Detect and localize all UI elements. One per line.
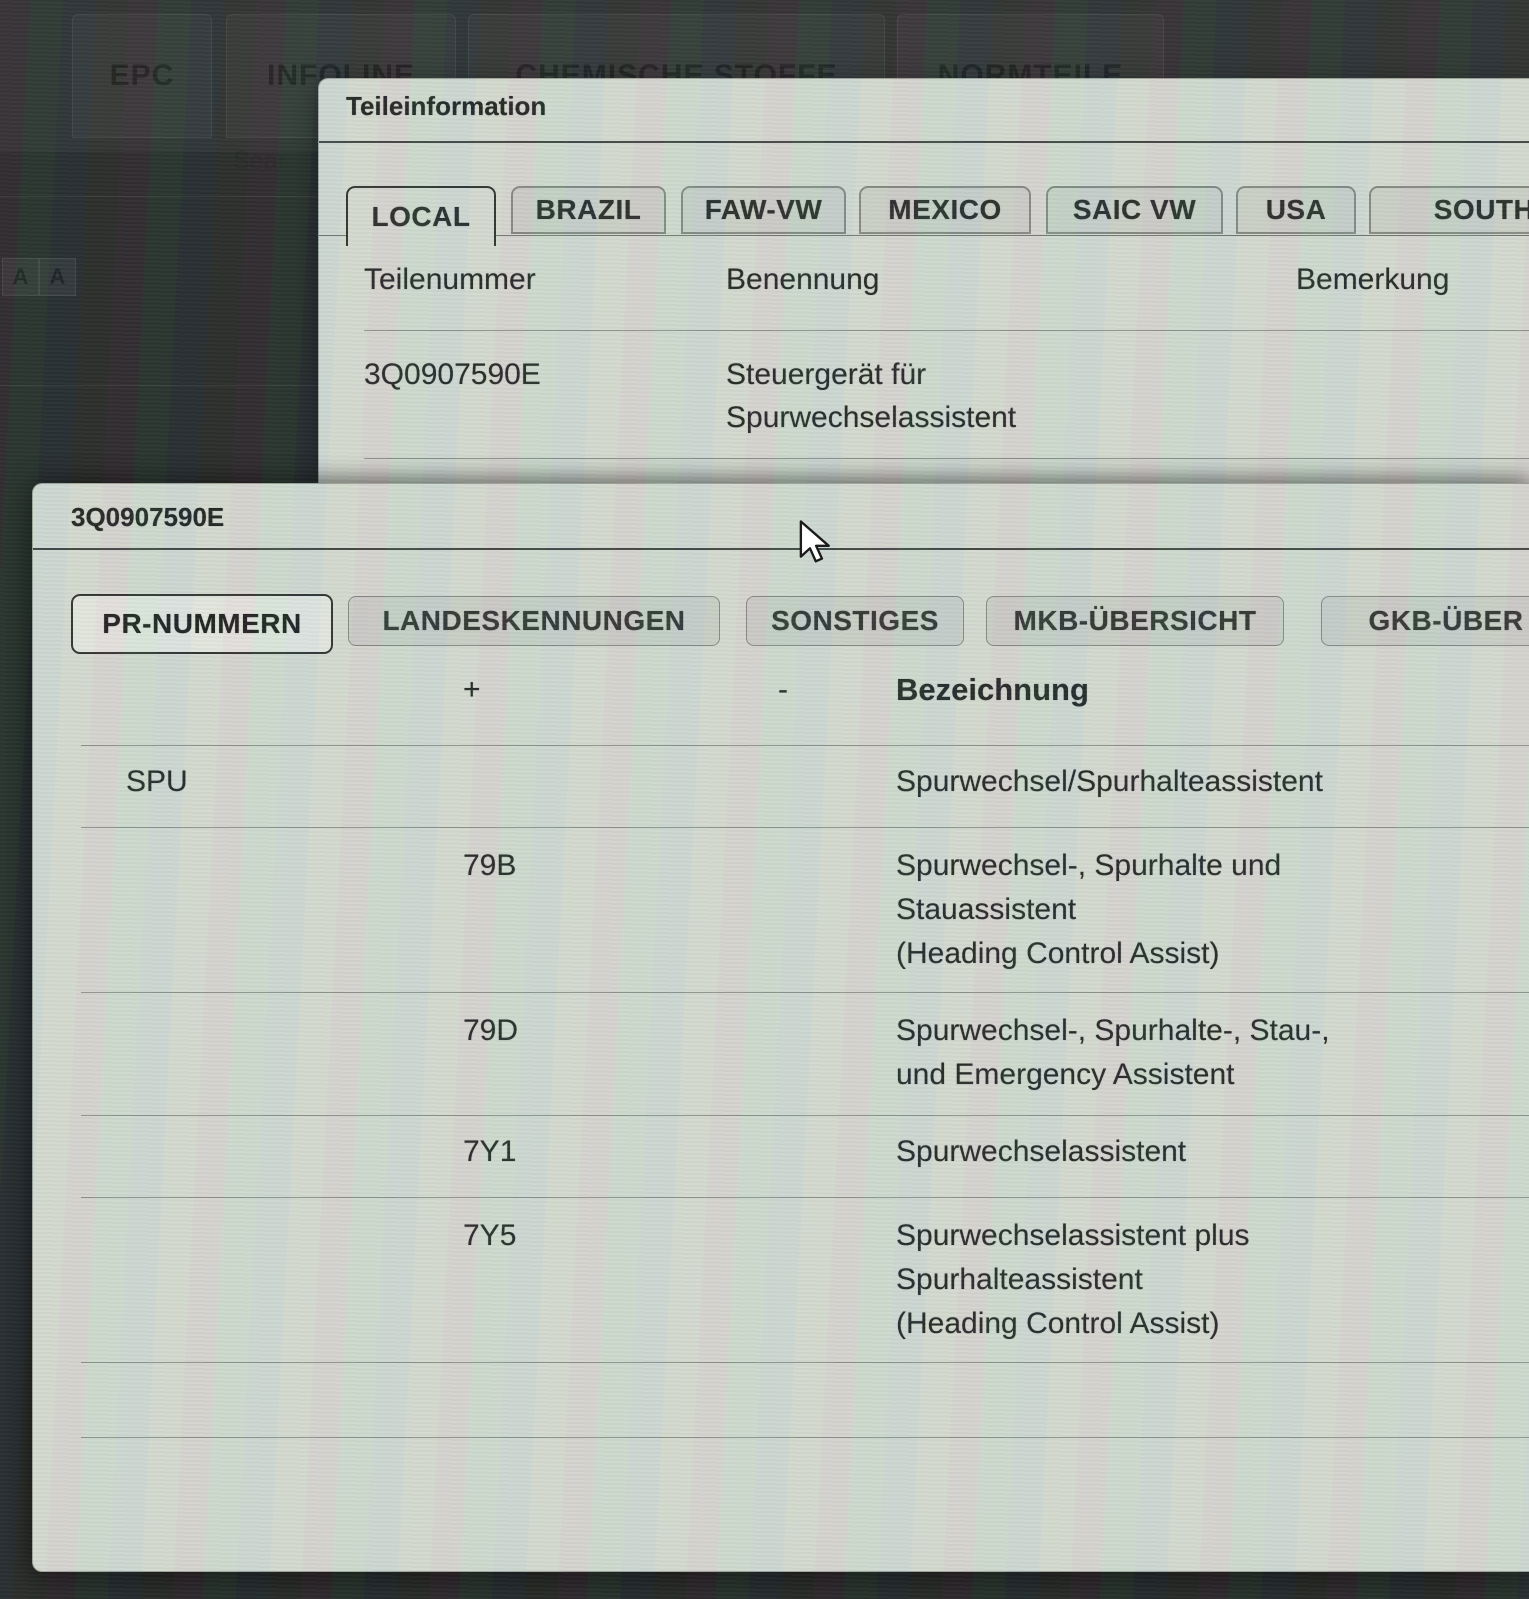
description-cell: Spurwechsel/Spurhalteassistent	[896, 765, 1323, 798]
column-header-teilenummer: Teilenummer	[364, 263, 536, 296]
tab-brazil[interactable]: BRAZIL	[511, 186, 666, 234]
table-row-79d[interactable]: 79D Spurwechsel-, Spurhalte-, Stau-, und…	[81, 993, 1529, 1116]
minus-code-cell	[746, 1009, 896, 1115]
column-header-group	[81, 668, 431, 745]
group-code-cell	[81, 1009, 431, 1115]
minus-code-cell	[746, 1214, 896, 1362]
font-size-button-small[interactable]: A	[2, 258, 39, 296]
tab-saic-vw[interactable]: SAIC VW	[1046, 186, 1223, 234]
background-divider	[0, 196, 318, 197]
minus-code-cell	[746, 760, 896, 827]
plus-code-cell: 79D	[463, 1014, 519, 1047]
column-header-minus: -	[778, 673, 788, 706]
description-cell: Spurwechselassistent	[896, 1135, 1187, 1168]
minus-code-cell	[746, 1130, 896, 1197]
group-code-cell: SPU	[126, 765, 188, 798]
part-remark-cell	[1296, 353, 1529, 458]
group-code-cell	[81, 844, 431, 992]
teileinformation-window: Teileinformation LOCAL BRAZIL FAW-VW MEX…	[318, 78, 1529, 499]
part-info-row[interactable]: 3Q0907590E Steuergerät für Spurwechselas…	[364, 331, 1529, 459]
tab-landeskennungen[interactable]: LANDESKENNUNGEN	[348, 596, 720, 646]
column-header-benennung: Benennung	[726, 263, 880, 296]
window-title-part-number: 3Q0907590E	[71, 502, 225, 532]
tab-faw-vw[interactable]: FAW-VW	[681, 186, 846, 234]
tab-sonstiges[interactable]: SONSTIGES	[746, 596, 964, 646]
part-info-table: Teilenummer Benennung Bemerkung 3Q090759…	[364, 236, 1529, 459]
background-divider	[0, 385, 318, 386]
pr-table-header-row: + - Bezeichnung	[81, 654, 1529, 746]
tab-south[interactable]: SOUTH	[1369, 186, 1529, 234]
group-code-cell	[81, 1214, 431, 1362]
group-code-cell	[81, 1130, 431, 1197]
title-divider	[33, 548, 1529, 550]
description-cell: Spurwechsel-, Spurhalte und Stauassisten…	[896, 849, 1282, 970]
minus-code-cell	[746, 844, 896, 992]
tab-usa[interactable]: USA	[1236, 186, 1356, 234]
mouse-cursor-icon	[799, 520, 830, 563]
pr-number-table: + - Bezeichnung SPU Spurwechsel/Spurhalt…	[81, 654, 1529, 1438]
table-row-7y5[interactable]: 7Y5 Spurwechselassistent plus Spurhaltea…	[81, 1198, 1529, 1363]
part-info-header-row: Teilenummer Benennung Bemerkung	[364, 236, 1529, 331]
table-row-79b[interactable]: 79B Spurwechsel-, Spurhalte und Stauassi…	[81, 828, 1529, 993]
plus-code-cell: 7Y5	[463, 1219, 517, 1252]
column-header-bezeichnung: Bezeichnung	[896, 672, 1089, 707]
plus-code-cell	[431, 760, 746, 827]
tab-pr-nummern[interactable]: PR-NUMMERN	[71, 594, 333, 654]
table-row-empty	[81, 1363, 1529, 1438]
title-divider	[319, 141, 1529, 143]
tab-local[interactable]: LOCAL	[346, 186, 496, 246]
plus-code-cell: 7Y1	[463, 1135, 517, 1168]
tab-mexico[interactable]: MEXICO	[859, 186, 1031, 234]
tabs-divider	[319, 235, 1529, 236]
plus-code-cell: 79B	[463, 849, 517, 882]
font-size-button-large[interactable]: A	[39, 258, 76, 296]
pr-number-detail-window: 3Q0907590E PR-NUMMERN LANDESKENNUNGEN SO…	[32, 483, 1529, 1572]
bg-tab-epc[interactable]: EPC	[72, 14, 212, 138]
table-row-spu[interactable]: SPU Spurwechsel/Spurhalteassistent	[81, 746, 1529, 828]
tab-gkb-uebersicht[interactable]: GKB-ÜBER	[1321, 596, 1529, 646]
window-title: Teileinformation	[346, 91, 547, 121]
column-header-bemerkung: Bemerkung	[1296, 263, 1450, 296]
description-cell: Spurwechsel-, Spurhalte-, Stau-, und Eme…	[896, 1014, 1330, 1091]
tab-mkb-uebersicht[interactable]: MKB-ÜBERSICHT	[986, 596, 1284, 646]
part-name-cell: Steuergerät für Spurwechselassistent	[726, 358, 1017, 434]
column-header-plus: +	[463, 673, 481, 706]
part-number-cell: 3Q0907590E	[364, 358, 541, 391]
table-row-7y1[interactable]: 7Y1 Spurwechselassistent	[81, 1116, 1529, 1198]
description-cell: Spurwechselassistent plus Spurhalteassis…	[896, 1219, 1250, 1340]
background-search-hint: Sear	[233, 147, 286, 175]
